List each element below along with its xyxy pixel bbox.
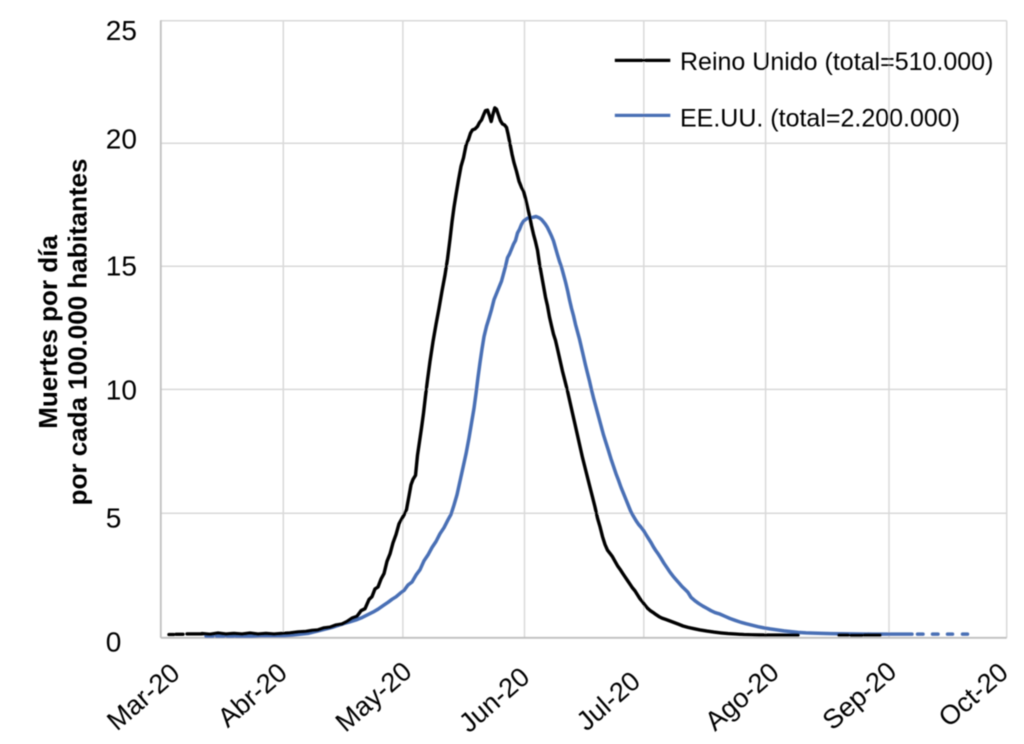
svg-text:15: 15 xyxy=(106,250,137,281)
svg-text:20: 20 xyxy=(106,123,137,154)
svg-text:por cada 100.000 habitantes: por cada 100.000 habitantes xyxy=(62,159,92,506)
svg-text:10: 10 xyxy=(106,375,137,406)
svg-text:EE.UU. (total=2.200.000): EE.UU. (total=2.200.000) xyxy=(680,105,960,133)
svg-text:Reino Unido (total=510.000): Reino Unido (total=510.000) xyxy=(680,48,993,76)
svg-text:Muertes por día: Muertes por día xyxy=(33,235,63,429)
svg-text:0: 0 xyxy=(106,627,122,658)
svg-text:25: 25 xyxy=(106,15,137,46)
svg-text:5: 5 xyxy=(106,503,122,534)
